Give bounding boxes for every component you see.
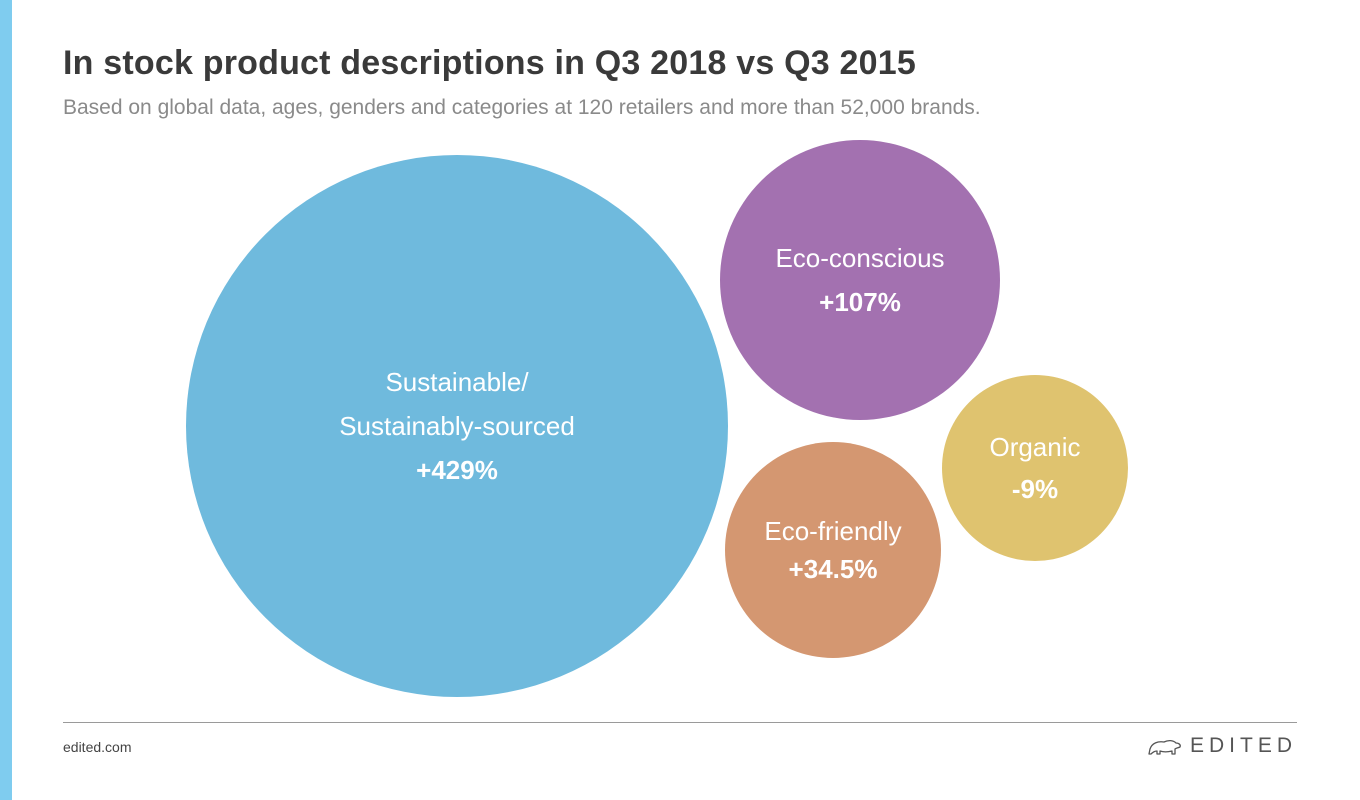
label-organic-text: Organic <box>989 432 1080 462</box>
footer-url: edited.com <box>63 739 132 755</box>
label-eco-friendly-value: +34.5% <box>789 554 878 584</box>
label-sustainable-value: +429% <box>416 455 498 485</box>
label-organic-value: -9% <box>1012 474 1058 504</box>
bubble-eco-friendly <box>725 442 941 658</box>
accent-bar <box>0 0 12 800</box>
bubble-eco-conscious <box>720 140 1000 420</box>
brand-name: EDITED <box>1189 734 1297 757</box>
polar-bear-icon <box>1148 739 1181 755</box>
label-sustainable-text: Sustainably-sourced <box>339 411 575 441</box>
bubble-sustainable <box>186 155 728 697</box>
chart-title: In stock product descriptions in Q3 2018… <box>63 44 916 82</box>
chart-subtitle: Based on global data, ages, genders and … <box>63 96 981 119</box>
footer-divider <box>63 722 1297 723</box>
bubble-organic <box>942 375 1128 561</box>
brand-logo: EDITED <box>1148 734 1297 758</box>
label-eco-conscious-text: Eco-conscious <box>775 243 944 273</box>
label-eco-conscious-value: +107% <box>819 287 901 317</box>
label-sustainable-text: Sustainable/ <box>385 367 529 397</box>
label-eco-friendly-text: Eco-friendly <box>764 516 901 546</box>
